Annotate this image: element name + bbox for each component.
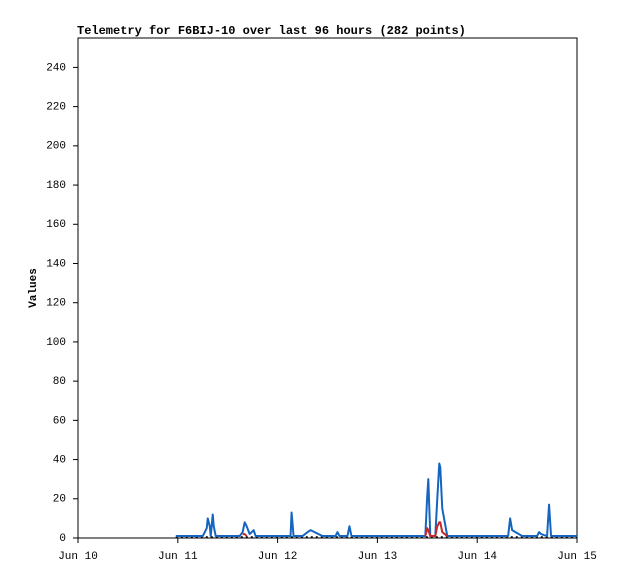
series-line xyxy=(242,521,448,538)
x-tick-label: Jun 14 xyxy=(457,551,497,563)
y-tick-label: 80 xyxy=(53,376,66,388)
y-tick-label: 220 xyxy=(46,102,66,114)
x-tick-label: Jun 10 xyxy=(58,551,98,563)
y-tick-label: 0 xyxy=(59,533,66,545)
y-axis-label: Values xyxy=(28,268,40,308)
y-tick-label: 120 xyxy=(46,298,66,310)
plot-frame xyxy=(77,37,578,539)
x-tick-label: Jun 12 xyxy=(258,551,298,563)
y-tick-label: 20 xyxy=(53,494,66,506)
y-tick-label: 240 xyxy=(46,62,66,74)
y-tick-label: 140 xyxy=(46,258,66,270)
x-tick-label: Jun 11 xyxy=(158,551,198,563)
y-tick-label: 100 xyxy=(46,337,66,349)
x-tick-label: Jun 15 xyxy=(557,551,597,563)
y-tick-label: 200 xyxy=(46,141,66,153)
series-line xyxy=(175,462,577,538)
chart-title: Telemetry for F6BIJ-10 over last 96 hour… xyxy=(77,24,466,38)
y-tick-label: 160 xyxy=(46,219,66,231)
y-tick-label: 180 xyxy=(46,180,66,192)
x-tick-label: Jun 13 xyxy=(358,551,398,563)
y-tick-label: 60 xyxy=(53,415,66,427)
y-tick-label: 40 xyxy=(53,454,66,466)
